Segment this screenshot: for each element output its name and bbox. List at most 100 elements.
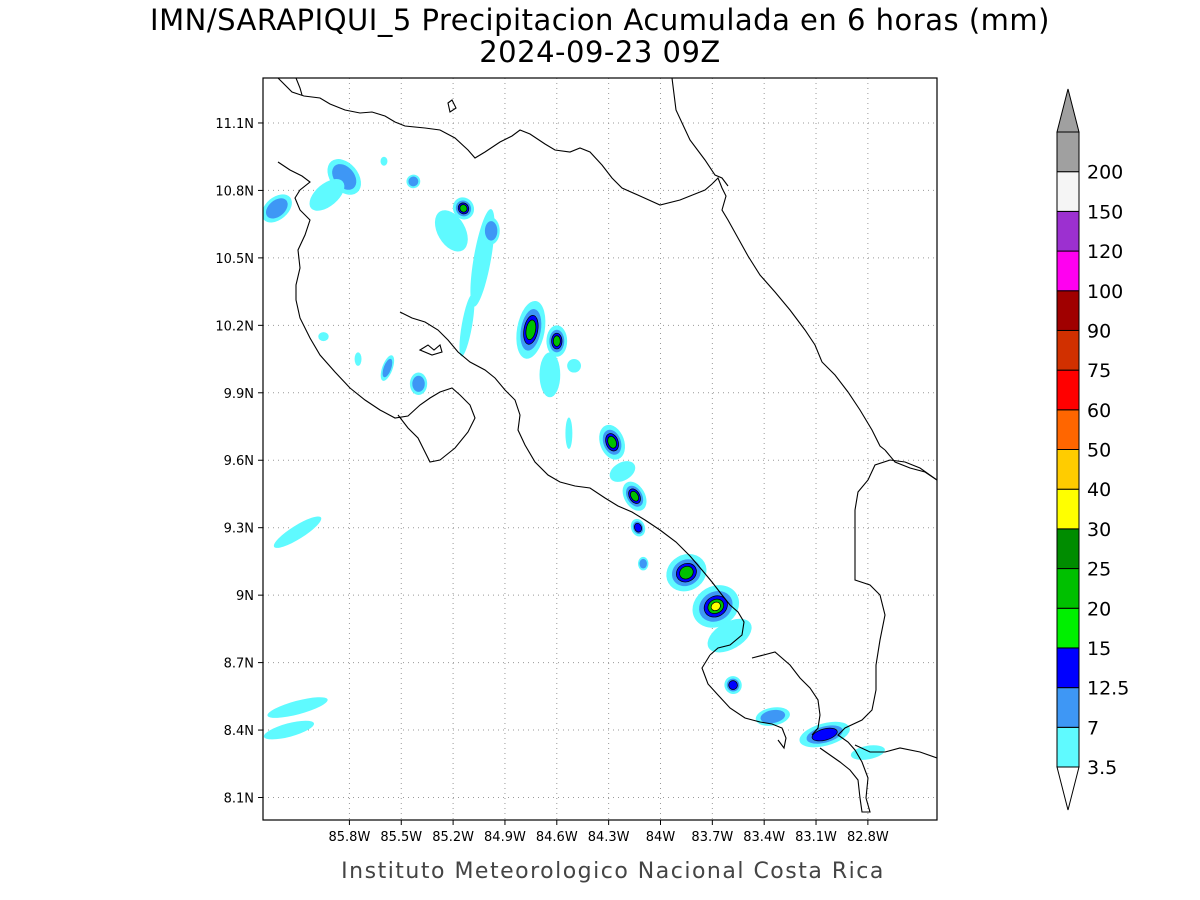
colorbar-swatch xyxy=(1056,726,1080,768)
colorbar-label: 30 xyxy=(1087,519,1111,541)
colorbar-swatch xyxy=(1056,369,1080,411)
precip-contour xyxy=(408,176,419,187)
precip-cell xyxy=(318,332,329,342)
map-title-line1: IMN/SARAPIQUI_5 Precipitacion Acumulada … xyxy=(150,3,1050,37)
precip-cell xyxy=(638,556,649,571)
nicaragua-lake-shore xyxy=(295,78,303,96)
lat-tick-label: 10.2N xyxy=(215,319,254,334)
precip-contour xyxy=(267,697,328,718)
precip-contour xyxy=(565,417,573,450)
precip-contour xyxy=(484,221,498,241)
lon-tick-label: 83.1W xyxy=(795,830,837,845)
precip-cell xyxy=(707,618,752,653)
colorbar-label: 60 xyxy=(1087,400,1111,422)
precip-cell xyxy=(516,300,546,359)
precip-contour xyxy=(728,680,738,690)
precip-contour xyxy=(525,319,537,341)
precip-cell xyxy=(380,156,388,166)
colorbar-swatch xyxy=(1056,131,1080,173)
map-border xyxy=(262,77,938,821)
colorbar-max-arrow xyxy=(1056,88,1080,133)
osa-peninsula xyxy=(701,654,787,750)
precip-cell xyxy=(622,481,647,511)
precip-cell xyxy=(724,676,742,695)
lon-tick-label: 85.8W xyxy=(329,830,371,845)
precip-contour xyxy=(354,352,362,366)
precip-contour xyxy=(850,745,885,760)
lat-tick-label: 9N xyxy=(236,589,254,604)
colorbar-min-arrow xyxy=(1056,766,1080,811)
lat-tick-label: 8.4N xyxy=(224,724,254,739)
precip-cell xyxy=(406,174,421,189)
precip-cell xyxy=(546,325,568,357)
precip-cell xyxy=(354,352,362,366)
nicoya-island xyxy=(418,344,443,356)
precip-cell xyxy=(482,217,500,245)
lat-tick-label: 9.9N xyxy=(224,387,254,402)
lon-tick-label: 84W xyxy=(646,830,676,845)
colorbar-swatch xyxy=(1056,171,1080,212)
precip-contour xyxy=(434,210,468,252)
precip-cell xyxy=(409,372,428,396)
precip-contour xyxy=(382,358,393,378)
colorbar-label: 50 xyxy=(1087,440,1111,462)
lon-tick-label: 82.8W xyxy=(847,830,889,845)
precip-cell xyxy=(267,697,328,718)
panama-border xyxy=(819,459,937,813)
precipitation-colorbar: 3.5 7 12.5 15 20 25 30 40 50 60 75 90 100 120 150 200 xyxy=(1056,88,1129,811)
institution-credit: Instituto Meteorologico Nacional Costa R… xyxy=(341,859,885,884)
precip-contour xyxy=(318,332,329,342)
precip-contour xyxy=(679,565,694,580)
colorbar-label: 90 xyxy=(1087,320,1111,342)
precip-cell xyxy=(565,417,573,450)
lon-tick-label: 84.9W xyxy=(484,830,526,845)
precip-contour xyxy=(811,727,838,742)
precip-cell xyxy=(799,721,850,748)
precip-contour xyxy=(634,522,642,533)
precip-contour xyxy=(380,156,388,166)
lat-tick-label: 10.8N xyxy=(215,184,254,199)
colorbar-swatch xyxy=(1056,329,1080,371)
precip-contour xyxy=(707,618,752,653)
precip-cell xyxy=(609,461,636,482)
lat-tick-label: 8.1N xyxy=(224,792,254,807)
colorbar-label: 75 xyxy=(1087,360,1111,382)
precip-contour xyxy=(265,198,288,219)
latitude-axis: 8.1N 8.4N 8.7N 9N 9.3N 9.6N 9.9N 10.2N 10.5N 10.8… xyxy=(215,117,263,807)
panama-pacific-coast xyxy=(854,744,937,759)
precip-contour xyxy=(760,709,786,724)
precip-cell xyxy=(263,194,292,223)
precip-cell xyxy=(263,720,315,740)
map-panel xyxy=(263,78,937,820)
precip-contour xyxy=(459,294,475,357)
colorbar-swatch xyxy=(1056,409,1080,450)
precip-cell xyxy=(273,516,322,548)
colorbar-label: 100 xyxy=(1087,281,1123,303)
colorbar-label: 7 xyxy=(1087,717,1099,739)
precip-cell xyxy=(630,518,646,537)
lat-tick-label: 9.3N xyxy=(224,522,254,537)
longitude-axis: 85.8W 85.5W 85.2W 84.9W 84.6W 84.3W 84W 83.7W 83… xyxy=(329,820,889,845)
lat-tick-label: 9.6N xyxy=(224,454,254,469)
colorbar-label: 40 xyxy=(1087,479,1111,501)
lon-tick-label: 84.3W xyxy=(588,830,630,845)
colorbar-label: 120 xyxy=(1087,241,1123,263)
precip-contour xyxy=(639,558,647,569)
coastlines-borders xyxy=(277,78,937,813)
colorbar-swatch xyxy=(1056,647,1080,689)
precip-contour xyxy=(412,375,425,392)
colorbar-label: 20 xyxy=(1087,598,1111,620)
lon-tick-label: 85.5W xyxy=(380,830,422,845)
lon-tick-label: 83.4W xyxy=(743,830,785,845)
precip-cell xyxy=(452,197,475,220)
lat-tick-label: 8.7N xyxy=(224,657,254,672)
map-title-line2: 2024-09-23 09Z xyxy=(479,35,721,69)
colorbar-label: 150 xyxy=(1087,201,1123,223)
precip-cell xyxy=(755,707,790,726)
colorbar-label: 15 xyxy=(1087,638,1111,660)
precip-contour xyxy=(607,435,617,449)
burica-peninsula xyxy=(751,651,821,736)
nicoya-gulf-coast xyxy=(399,311,745,656)
precip-contour xyxy=(309,179,345,211)
precip-contour xyxy=(459,204,468,213)
